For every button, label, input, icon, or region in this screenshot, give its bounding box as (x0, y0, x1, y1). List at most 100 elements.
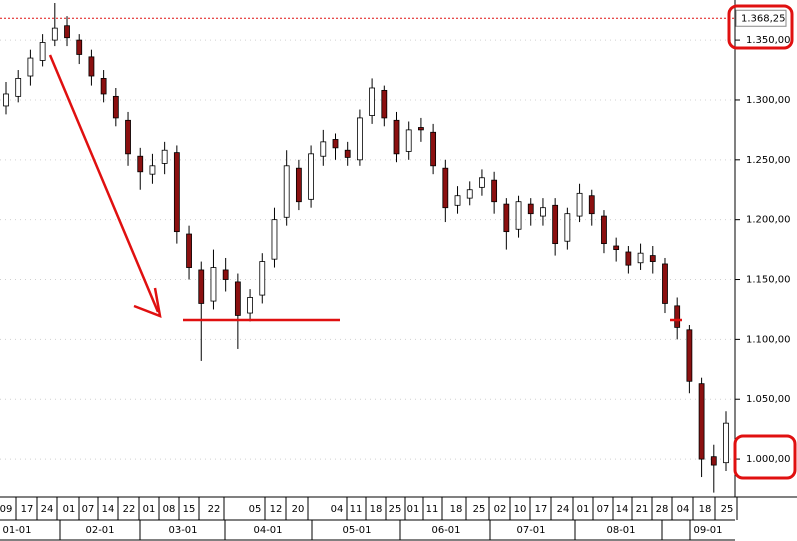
x-tick-label: 01 (63, 504, 76, 515)
candle-body (662, 263, 668, 304)
candle-body (308, 153, 314, 200)
candle-body (369, 87, 376, 116)
candle-body (405, 129, 412, 152)
candle-body (320, 141, 327, 157)
x-tick-label: 08 (163, 504, 176, 515)
annotation-arrowhead (133, 287, 162, 318)
x-tick-label: 01 (577, 504, 590, 515)
x-tick-label: 14 (102, 504, 115, 515)
x-month-label: 06-01 (431, 525, 460, 536)
x-tick-label: 24 (41, 504, 54, 515)
x-tick-label: 18 (450, 504, 463, 515)
axis: 1.000,00 1.050,00 1.100,00 1.150,00 1.200,00… (0, 9, 791, 540)
candle-body (564, 213, 571, 242)
y-tick-label: 1.150,00 (746, 275, 791, 286)
x-month-label: 02-01 (85, 525, 114, 536)
x-tick-label: 15 (183, 504, 196, 515)
candle-body (295, 167, 302, 203)
candle-body (15, 78, 22, 97)
x-tick-label: 28 (656, 504, 669, 515)
candle-body (613, 245, 620, 250)
x-tick-label: 11 (426, 504, 439, 515)
candle-body (64, 25, 70, 39)
candle-body (210, 267, 217, 302)
candle-body (259, 261, 266, 296)
candle-body (466, 189, 473, 199)
x-tick-label: 17 (21, 504, 34, 515)
candle-body (356, 117, 363, 161)
x-tick-label: 21 (636, 504, 649, 515)
candle-body (344, 149, 351, 158)
x-tick-label: 14 (616, 504, 629, 515)
x-tick-label: 07 (82, 504, 95, 515)
candle-body (271, 219, 278, 260)
x-month-label: 05-01 (342, 525, 371, 536)
y-tick-label: 1.000,00 (746, 454, 791, 465)
x-tick-label: 17 (535, 504, 548, 515)
candle-body (552, 204, 559, 245)
x-tick-label: 01 (143, 504, 156, 515)
candle-body (381, 89, 388, 119)
candle-body (222, 269, 229, 280)
x-month-label: 03-01 (168, 525, 197, 536)
y-tick-label: 1.100,00 (746, 334, 791, 345)
x-tick-label: 18 (370, 504, 383, 515)
candle-body (576, 192, 583, 217)
x-tick-label: 09 (0, 504, 12, 515)
x-tick-label: 04 (331, 504, 344, 515)
x-tick-label: 12 (270, 504, 283, 515)
candle-body (430, 131, 437, 167)
candle-body (454, 195, 461, 206)
x-month-label: 07-01 (516, 525, 545, 536)
annotation-highlight (733, 434, 797, 480)
x-month-label: 04-01 (253, 525, 282, 536)
x-tick-label: 22 (208, 504, 221, 515)
candle-body (137, 155, 144, 173)
x-month-label: 09-01 (693, 525, 722, 536)
candle-body (625, 251, 632, 266)
candle-body (515, 201, 522, 230)
candle-body (186, 233, 192, 268)
x-tick-label: 02 (494, 504, 507, 515)
y-tick-label: 1.300,00 (746, 95, 791, 106)
candle-body (527, 203, 534, 215)
x-tick-label: 10 (514, 504, 527, 515)
candle-body (649, 255, 656, 262)
last-price-label: 1.368,25 (741, 13, 786, 24)
candle-body (88, 56, 95, 77)
x-tick-label: 01 (407, 504, 420, 515)
x-month-label: 08-01 (606, 525, 635, 536)
y-tick-label: 1.350,00 (746, 35, 791, 46)
candle-body (100, 78, 107, 95)
candle-body (234, 281, 241, 316)
candle-body (198, 269, 205, 304)
x-tick-label: 25 (721, 504, 734, 515)
candle-body (283, 165, 290, 218)
candle-body (710, 456, 717, 466)
x-tick-label: 25 (473, 504, 486, 515)
annotation-highlight (727, 4, 794, 50)
y-tick-label: 1.250,00 (746, 155, 791, 166)
candle-body (112, 95, 119, 119)
x-tick-label: 25 (389, 504, 402, 515)
x-tick-label: 18 (699, 504, 712, 515)
candle-body (686, 329, 693, 382)
candle-body (698, 383, 705, 460)
candle-body (76, 39, 83, 55)
candle-body (674, 305, 681, 328)
candle-body (51, 27, 58, 41)
x-tick-label: 24 (557, 504, 570, 515)
candle-body (588, 195, 595, 215)
candles (3, 2, 729, 493)
candle-body (479, 177, 485, 188)
x-tick-label: 11 (350, 504, 363, 515)
candle-body (27, 57, 34, 77)
x-month-label: 01-01 (2, 525, 31, 536)
candle-body (247, 297, 253, 314)
x-tick-label: 07 (597, 504, 610, 515)
candle-body (723, 422, 729, 464)
x-tick-label: 22 (123, 504, 136, 515)
candle-body (503, 203, 510, 233)
candle-body (149, 165, 156, 175)
candle-body (332, 139, 339, 149)
